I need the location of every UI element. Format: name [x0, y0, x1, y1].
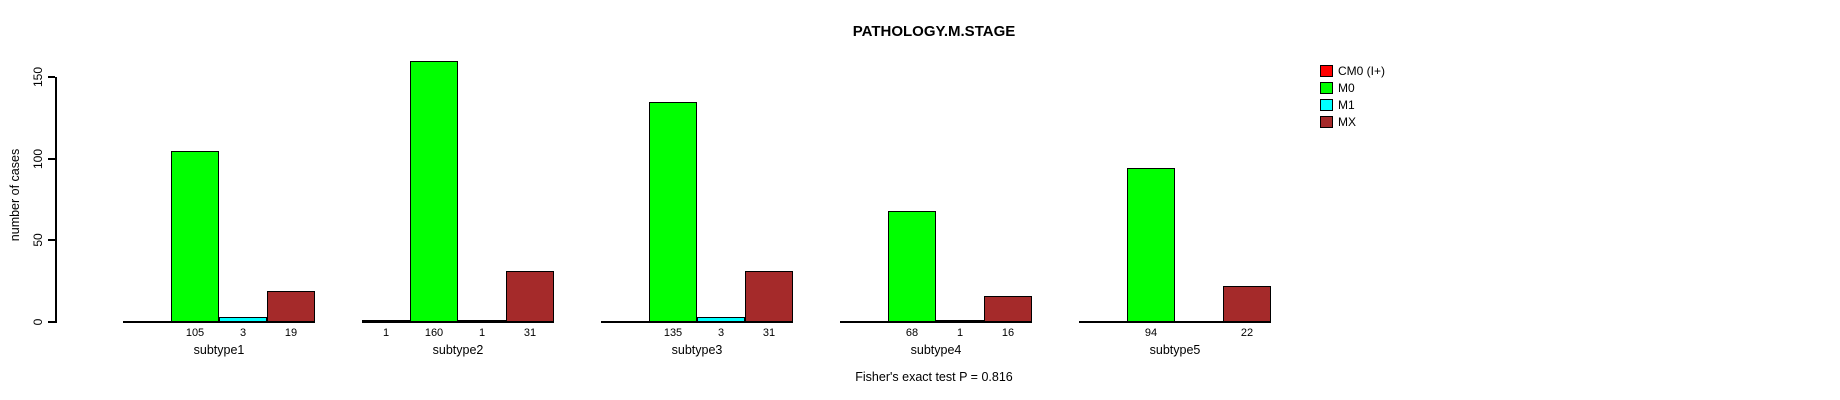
legend-label: M0 [1338, 80, 1355, 95]
category-label-subtype5: subtype5 [1149, 343, 1201, 357]
bar-subtype1-MX [267, 290, 315, 322]
fisher-test-annotation: Fisher's exact test P = 0.816 [855, 370, 1013, 384]
y-tick-mark [48, 321, 55, 323]
bar-count-label: 160 [424, 327, 444, 339]
y-tick-label: 150 [31, 66, 45, 88]
bar-subtype3-M1 [697, 317, 745, 322]
group-baseline [362, 321, 554, 323]
bar-subtype3-MX [745, 271, 793, 322]
bar-subtype4-M1 [936, 320, 984, 322]
y-tick-label: 50 [31, 233, 45, 248]
legend-swatch [1320, 81, 1333, 94]
category-label-subtype2: subtype2 [432, 343, 484, 357]
y-tick-mark [48, 76, 55, 78]
legend-swatch [1320, 115, 1333, 128]
bar-count-label: 16 [1001, 327, 1015, 339]
y-axis-label: number of cases [8, 148, 22, 242]
bar-count-label: 19 [284, 327, 298, 339]
bar-subtype5-MX [1223, 286, 1271, 322]
bar-subtype4-MX [984, 295, 1032, 322]
bar-count-label: 94 [1144, 327, 1158, 339]
bar-count-label: 3 [717, 327, 725, 339]
bar-subtype2-M1 [458, 320, 506, 322]
group-baseline [840, 321, 1032, 323]
category-label-subtype4: subtype4 [910, 343, 962, 357]
legend: CM0 (I+) M0 M1 MX [1320, 64, 1385, 132]
category-label-subtype3: subtype3 [671, 343, 723, 357]
legend-label: CM0 (I+) [1338, 63, 1386, 78]
bar-count-label: 31 [762, 327, 776, 339]
bar-subtype2-MX [506, 271, 554, 322]
bar-subtype1-M0 [171, 150, 219, 322]
legend-row-m1: M1 [1320, 97, 1385, 112]
y-tick-label: 0 [31, 318, 45, 326]
legend-row-mx: MX [1320, 114, 1385, 129]
bar-subtype2-M0 [410, 60, 458, 322]
legend-swatch [1320, 64, 1333, 77]
y-tick-mark [48, 239, 55, 242]
bar-count-label: 135 [663, 327, 683, 339]
bar-count-label: 1 [382, 327, 390, 339]
bar-count-label: 105 [185, 327, 205, 339]
legend-label: M1 [1338, 97, 1355, 112]
bar-subtype3-M0 [649, 101, 697, 322]
y-tick-label: 100 [31, 148, 45, 169]
legend-swatch [1320, 98, 1333, 111]
bar-count-label: 1 [956, 327, 964, 339]
group-baseline [123, 321, 315, 323]
chart-title: PATHOLOGY.M.STAGE [852, 23, 1016, 40]
bar-subtype2-CM0 (I+) [362, 320, 410, 322]
group-baseline [601, 321, 793, 323]
bar-count-label: 31 [523, 327, 537, 339]
bar-count-label: 68 [905, 327, 919, 339]
legend-row-m0: M0 [1320, 80, 1385, 95]
bar-count-label: 3 [239, 327, 247, 339]
bar-subtype4-M0 [888, 210, 936, 322]
category-label-subtype1: subtype1 [193, 343, 245, 357]
legend-label: MX [1338, 114, 1356, 129]
bar-subtype1-M1 [219, 317, 267, 322]
bar-subtype5-M0 [1127, 168, 1175, 322]
bar-count-label: 22 [1240, 327, 1254, 339]
y-tick-mark [48, 157, 55, 160]
y-axis-line [55, 77, 57, 323]
bar-count-label: 1 [478, 327, 486, 339]
legend-row-cm0-i-: CM0 (I+) [1320, 63, 1386, 78]
group-baseline [1079, 321, 1271, 323]
